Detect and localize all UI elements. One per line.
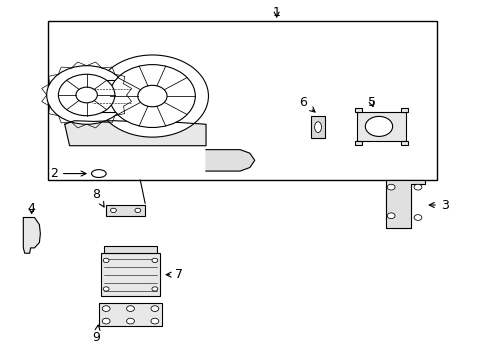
Circle shape xyxy=(102,318,110,324)
Text: 1: 1 xyxy=(273,6,281,19)
Circle shape xyxy=(366,116,392,136)
Circle shape xyxy=(152,258,158,262)
Circle shape xyxy=(138,85,167,107)
Text: 4: 4 xyxy=(27,202,36,215)
Text: 7: 7 xyxy=(166,268,183,281)
Circle shape xyxy=(414,215,422,220)
Circle shape xyxy=(387,213,395,219)
Bar xyxy=(48,21,438,180)
Polygon shape xyxy=(24,217,40,253)
Circle shape xyxy=(414,184,422,190)
Circle shape xyxy=(47,66,126,124)
Circle shape xyxy=(151,318,159,324)
Bar xyxy=(355,108,362,112)
Circle shape xyxy=(103,258,109,262)
Bar xyxy=(104,246,157,253)
Circle shape xyxy=(97,55,208,137)
Bar xyxy=(311,116,325,138)
Bar xyxy=(355,141,362,145)
Circle shape xyxy=(103,287,109,291)
Bar xyxy=(401,141,408,145)
Text: 9: 9 xyxy=(93,325,100,345)
Text: 8: 8 xyxy=(93,188,104,207)
Bar xyxy=(401,108,408,112)
Circle shape xyxy=(151,306,159,311)
Circle shape xyxy=(135,208,141,212)
Circle shape xyxy=(110,64,196,127)
Circle shape xyxy=(58,74,115,116)
Bar xyxy=(357,112,406,141)
Text: 6: 6 xyxy=(299,96,315,112)
Text: 5: 5 xyxy=(368,96,376,109)
Polygon shape xyxy=(386,180,425,228)
Circle shape xyxy=(111,208,116,212)
Text: 3: 3 xyxy=(429,198,449,212)
Polygon shape xyxy=(206,150,255,171)
Circle shape xyxy=(126,306,134,311)
Bar xyxy=(97,80,126,112)
Bar xyxy=(101,253,160,296)
Circle shape xyxy=(126,318,134,324)
Ellipse shape xyxy=(92,170,106,177)
Bar xyxy=(99,303,162,327)
Circle shape xyxy=(102,306,110,311)
Polygon shape xyxy=(65,121,206,146)
Circle shape xyxy=(152,287,158,291)
Text: 2: 2 xyxy=(50,167,86,180)
Ellipse shape xyxy=(315,122,321,132)
Bar xyxy=(106,205,145,216)
Circle shape xyxy=(76,87,98,103)
Circle shape xyxy=(387,184,395,190)
